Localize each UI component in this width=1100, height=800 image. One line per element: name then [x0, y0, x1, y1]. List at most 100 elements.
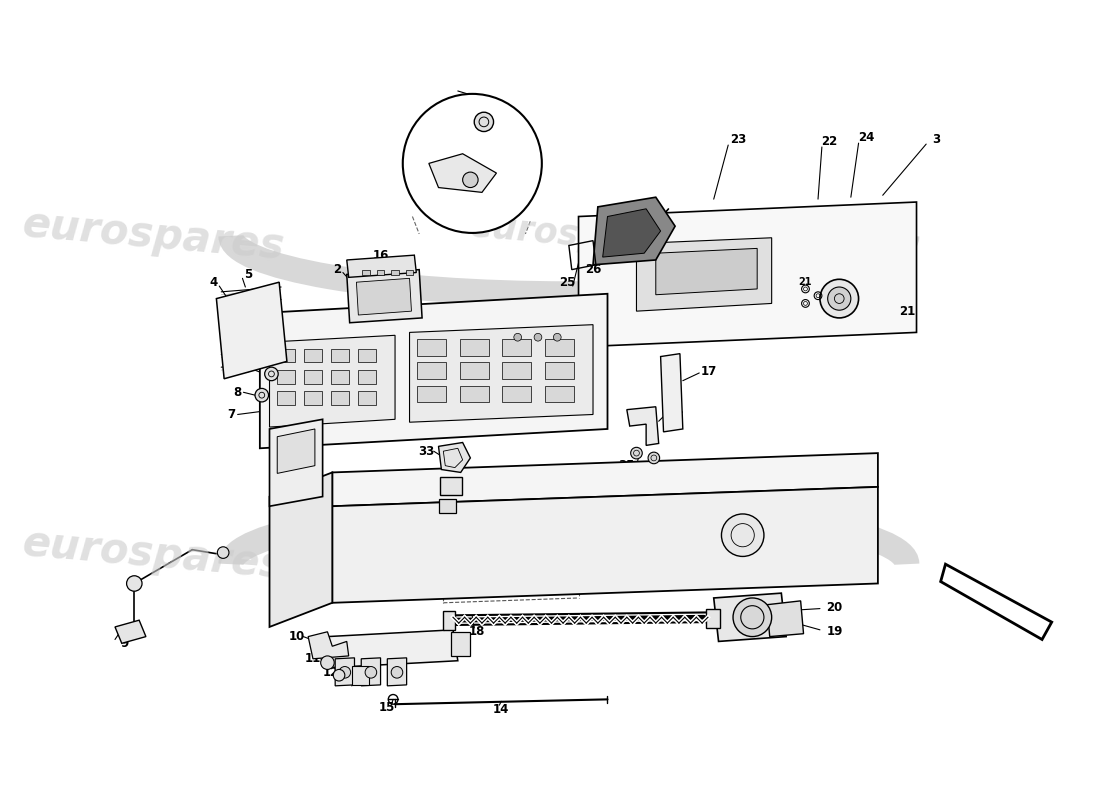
- Circle shape: [255, 389, 268, 402]
- Bar: [417, 386, 447, 402]
- Polygon shape: [346, 270, 422, 322]
- Circle shape: [218, 546, 229, 558]
- Bar: [503, 386, 531, 402]
- Bar: [305, 370, 321, 383]
- Bar: [376, 270, 384, 275]
- Text: 20: 20: [826, 601, 843, 614]
- Text: 21: 21: [799, 277, 812, 287]
- Bar: [277, 370, 295, 383]
- Text: 16: 16: [373, 249, 388, 262]
- Text: 24: 24: [858, 131, 874, 144]
- Bar: [706, 609, 719, 628]
- Circle shape: [365, 666, 376, 678]
- Text: 9: 9: [121, 637, 129, 650]
- Circle shape: [403, 94, 542, 233]
- Polygon shape: [356, 278, 411, 315]
- Circle shape: [733, 598, 772, 637]
- Text: 21: 21: [899, 305, 915, 318]
- Polygon shape: [579, 202, 916, 347]
- Text: 23: 23: [729, 133, 746, 146]
- Text: eurospares: eurospares: [680, 210, 902, 262]
- Circle shape: [630, 447, 642, 459]
- Polygon shape: [593, 198, 675, 265]
- Text: 11: 11: [305, 652, 321, 666]
- Text: 37: 37: [450, 646, 466, 659]
- Bar: [392, 270, 399, 275]
- Polygon shape: [940, 564, 1052, 639]
- Bar: [443, 610, 455, 630]
- Circle shape: [333, 670, 344, 681]
- Circle shape: [321, 656, 334, 670]
- Polygon shape: [346, 255, 416, 278]
- Bar: [503, 362, 531, 378]
- Bar: [277, 349, 295, 362]
- Bar: [331, 370, 349, 383]
- Polygon shape: [429, 154, 496, 192]
- Text: 2: 2: [333, 263, 341, 276]
- Bar: [406, 270, 414, 275]
- Bar: [359, 391, 376, 405]
- Circle shape: [648, 452, 660, 464]
- Text: 14: 14: [493, 702, 509, 715]
- Polygon shape: [217, 282, 287, 378]
- Polygon shape: [656, 248, 757, 294]
- Bar: [277, 391, 295, 405]
- Bar: [451, 632, 471, 656]
- Text: 7: 7: [227, 408, 235, 421]
- Text: 35: 35: [618, 459, 635, 472]
- Polygon shape: [387, 658, 407, 686]
- Bar: [305, 349, 321, 362]
- Text: 8: 8: [233, 386, 242, 398]
- Polygon shape: [328, 630, 458, 667]
- Polygon shape: [332, 487, 878, 602]
- Bar: [544, 386, 574, 402]
- Text: 18: 18: [469, 626, 485, 638]
- Circle shape: [126, 576, 142, 591]
- Text: eurospares: eurospares: [468, 210, 690, 262]
- Bar: [417, 362, 447, 378]
- Circle shape: [535, 334, 542, 341]
- Text: 26: 26: [585, 263, 602, 276]
- Circle shape: [463, 172, 478, 187]
- Circle shape: [514, 334, 521, 341]
- Text: 13: 13: [343, 674, 360, 686]
- Text: 27: 27: [419, 165, 435, 175]
- Text: 4: 4: [209, 276, 218, 289]
- Bar: [359, 349, 376, 362]
- Circle shape: [553, 334, 561, 341]
- Text: 15: 15: [379, 701, 396, 714]
- Polygon shape: [409, 325, 593, 422]
- Circle shape: [827, 287, 851, 310]
- Polygon shape: [603, 209, 661, 257]
- Text: eurospares: eurospares: [21, 522, 286, 587]
- Text: 31: 31: [418, 492, 434, 505]
- Text: eurospares: eurospares: [446, 522, 712, 587]
- Text: 36: 36: [658, 459, 673, 472]
- Bar: [331, 391, 349, 405]
- Bar: [305, 391, 321, 405]
- Polygon shape: [260, 294, 607, 448]
- Polygon shape: [637, 238, 772, 311]
- Polygon shape: [439, 442, 471, 473]
- Text: 22: 22: [822, 134, 838, 148]
- Circle shape: [339, 666, 351, 678]
- Text: 33: 33: [418, 445, 434, 458]
- Text: 17: 17: [701, 365, 717, 378]
- Bar: [362, 270, 370, 275]
- Polygon shape: [361, 658, 381, 686]
- Bar: [439, 498, 455, 513]
- Polygon shape: [336, 658, 354, 686]
- Polygon shape: [308, 632, 349, 659]
- Text: 19: 19: [826, 626, 843, 638]
- Text: 1: 1: [430, 389, 438, 402]
- Circle shape: [820, 279, 859, 318]
- Bar: [460, 362, 488, 378]
- Polygon shape: [270, 335, 395, 427]
- Text: 6: 6: [241, 362, 250, 375]
- Polygon shape: [116, 620, 146, 643]
- Polygon shape: [767, 601, 803, 637]
- Bar: [503, 339, 531, 355]
- Bar: [544, 362, 574, 378]
- Text: eurospares: eurospares: [21, 203, 286, 268]
- Text: 3: 3: [932, 133, 939, 146]
